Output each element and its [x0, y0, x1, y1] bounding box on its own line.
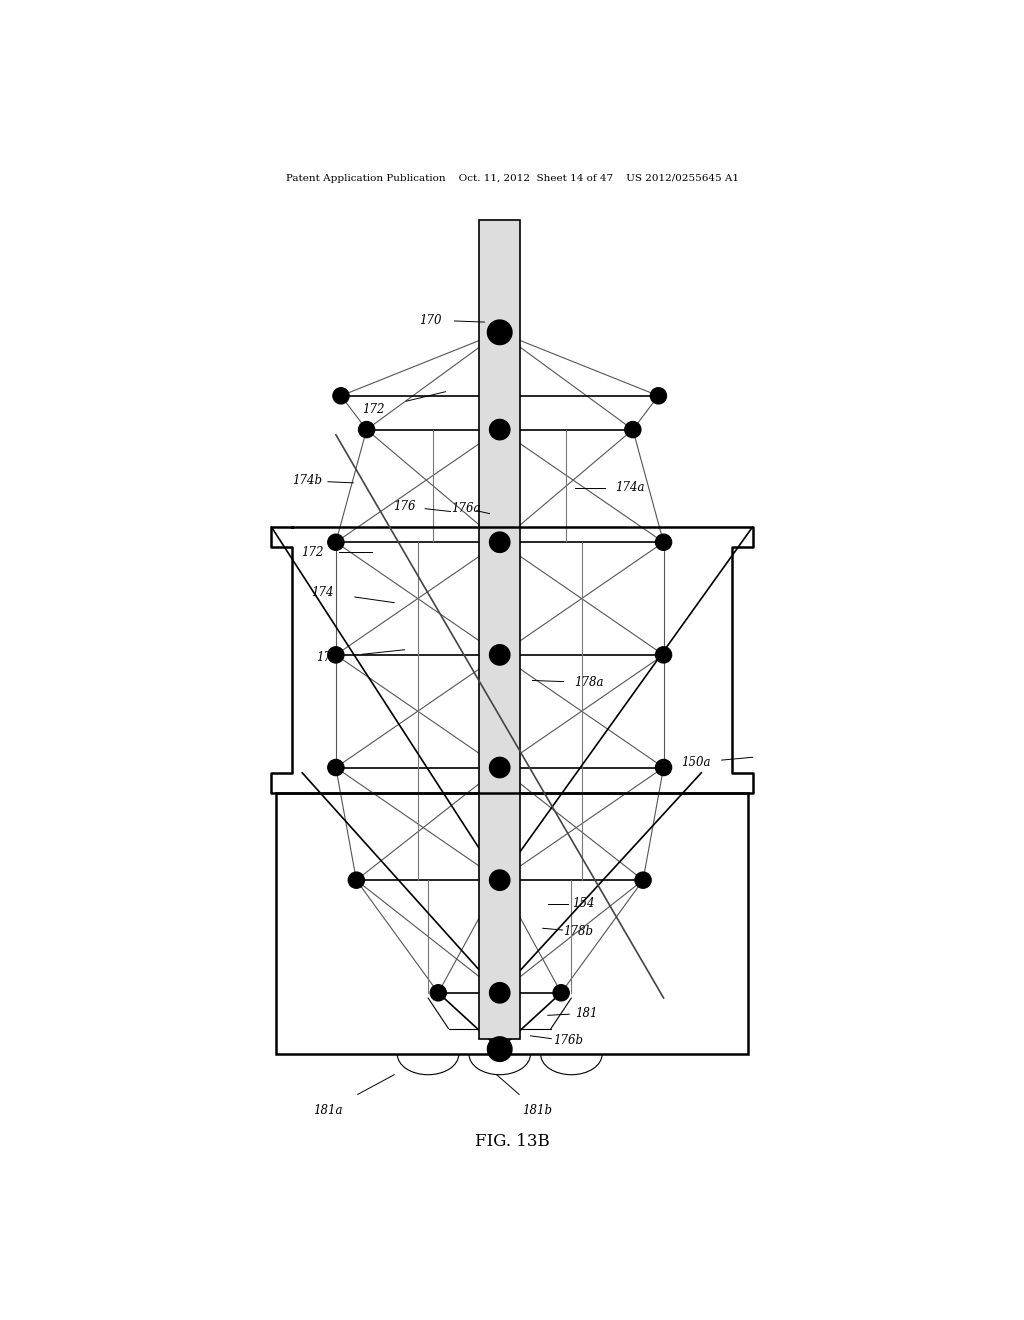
Circle shape — [328, 535, 344, 550]
Circle shape — [489, 982, 510, 1003]
Bar — [276, 793, 748, 1055]
Text: 174a: 174a — [615, 482, 644, 495]
Circle shape — [650, 388, 667, 404]
Text: 181: 181 — [575, 1007, 598, 1020]
Text: 174b: 174b — [292, 474, 323, 487]
Circle shape — [489, 420, 510, 440]
Circle shape — [333, 388, 349, 404]
Text: 181a: 181a — [313, 1104, 342, 1117]
Text: 170: 170 — [419, 314, 441, 326]
Text: 176b: 176b — [553, 1035, 584, 1048]
Circle shape — [328, 647, 344, 663]
Circle shape — [553, 985, 569, 1001]
Text: 181b: 181b — [522, 1104, 553, 1117]
Circle shape — [489, 532, 510, 553]
Circle shape — [487, 1036, 512, 1061]
Circle shape — [348, 873, 365, 888]
Text: 172: 172 — [362, 403, 385, 416]
Circle shape — [430, 985, 446, 1001]
Text: 176: 176 — [393, 500, 416, 513]
Circle shape — [328, 759, 344, 776]
Text: 154: 154 — [572, 898, 595, 911]
Circle shape — [635, 873, 651, 888]
Text: 178b: 178b — [563, 925, 594, 937]
Text: 178a: 178a — [574, 676, 603, 689]
Text: Patent Application Publication    Oct. 11, 2012  Sheet 14 of 47    US 2012/02556: Patent Application Publication Oct. 11, … — [286, 174, 738, 182]
Text: 178: 178 — [316, 652, 339, 664]
Circle shape — [655, 535, 672, 550]
Circle shape — [625, 421, 641, 438]
Text: FIG. 13B: FIG. 13B — [475, 1133, 549, 1150]
Circle shape — [655, 647, 672, 663]
Circle shape — [489, 758, 510, 777]
Text: 150a: 150a — [682, 756, 711, 768]
Circle shape — [655, 759, 672, 776]
Circle shape — [489, 870, 510, 891]
Circle shape — [487, 319, 512, 345]
Text: 172: 172 — [301, 546, 324, 558]
Circle shape — [489, 644, 510, 665]
Circle shape — [358, 421, 375, 438]
Text: 176a: 176a — [452, 502, 480, 515]
Bar — [479, 219, 520, 1039]
Text: 174: 174 — [311, 586, 334, 599]
